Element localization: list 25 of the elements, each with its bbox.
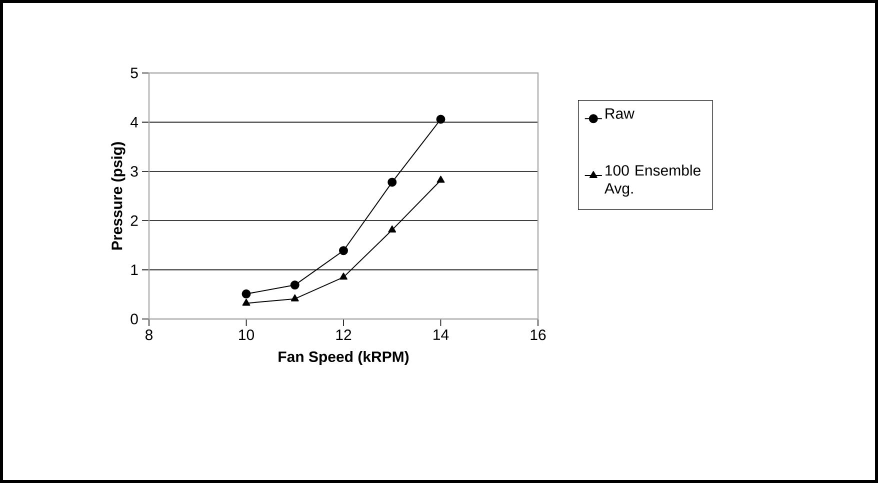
point: [242, 298, 250, 306]
y-tick-label: 4: [130, 117, 138, 128]
x-axis-title: Fan Speed (kRPM): [278, 351, 409, 365]
x-tick-label: 10: [239, 330, 254, 340]
point: [339, 246, 348, 256]
point: [290, 294, 299, 302]
point: [242, 289, 251, 298]
y-axis-title: Pressure (psig): [111, 142, 126, 250]
y-tick-label: 5: [130, 68, 138, 78]
point: [436, 114, 446, 124]
x-tick-label: 14: [434, 330, 449, 340]
y-tick-label: 3: [130, 166, 138, 177]
x-tick-label: 16: [530, 330, 546, 340]
point: [290, 280, 300, 290]
point: [388, 178, 397, 187]
point: [436, 176, 445, 183]
x-tick-label: 8: [145, 330, 153, 340]
point: [340, 272, 348, 280]
x-tick-label: 12: [336, 330, 352, 340]
y-tick-label: 0: [130, 314, 138, 324]
legend-label: 100 Ensemble Avg.: [604, 164, 700, 197]
y-tick-label: 2: [130, 215, 138, 226]
y-tick-label: 1: [131, 264, 138, 275]
point: [388, 225, 396, 232]
legend-label: Raw: [606, 108, 634, 119]
